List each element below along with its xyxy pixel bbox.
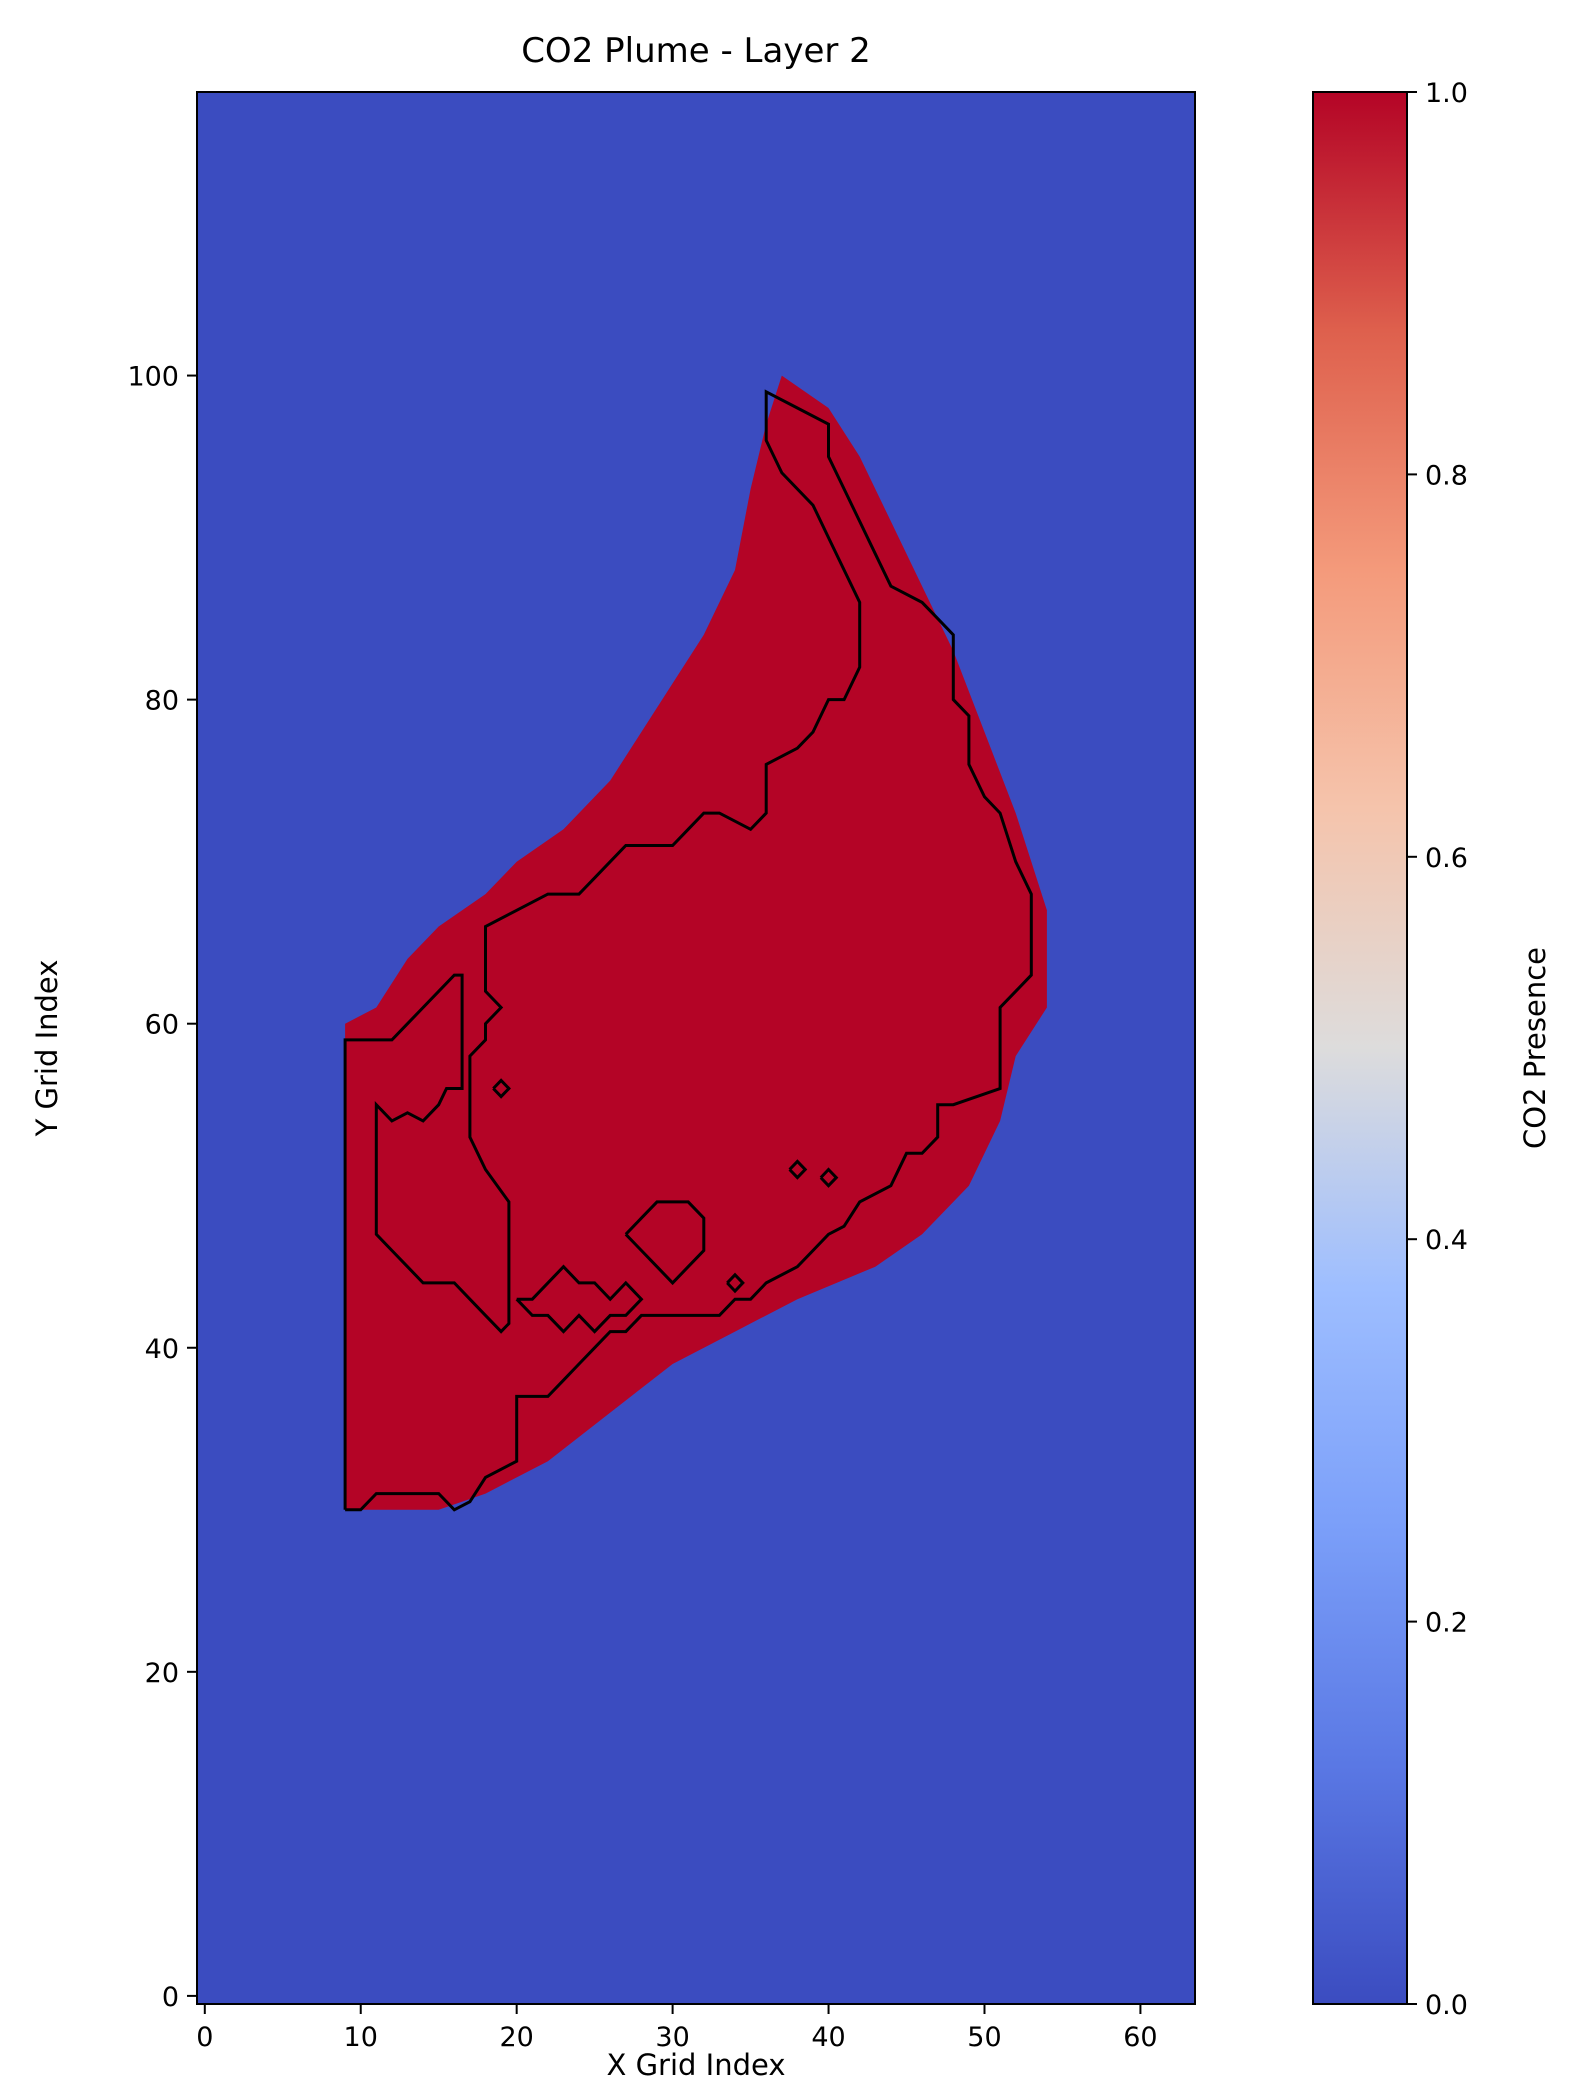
plume-fill — [345, 375, 1047, 1510]
colorbar-tick-label: 0.0 — [1425, 1990, 1468, 2021]
y-tick-label: 100 — [127, 362, 179, 393]
colorbar-tick-label: 0.4 — [1425, 1225, 1468, 1256]
colorbar-tick-label: 0.8 — [1425, 460, 1468, 491]
colorbar-tick-label: 0.6 — [1425, 843, 1468, 874]
contour-line-7 — [819, 1167, 839, 1188]
contour-line-6 — [788, 1159, 808, 1180]
y-axis: 0 20 40 60 80 100 — [127, 362, 197, 2013]
colorbar-ticks: 0.0 0.2 0.4 0.6 0.8 1.0 — [1407, 78, 1468, 2021]
colorbar: 0.0 0.2 0.4 0.6 0.8 1.0 CO2 Presence — [1312, 78, 1552, 2021]
x-tick-label: 10 — [344, 2022, 378, 2053]
x-tick-label: 60 — [1123, 2022, 1157, 2053]
colorbar-tick-label: 0.2 — [1425, 1608, 1468, 1639]
contour-line-4 — [624, 1200, 706, 1286]
y-tick-label: 0 — [162, 1982, 179, 2013]
x-tick-label: 30 — [655, 2022, 689, 2053]
x-tick-label: 0 — [196, 2022, 213, 2053]
x-tick-label: 50 — [967, 2022, 1001, 2053]
contour-lines — [343, 389, 1033, 1512]
chart-title: CO2 Plume - Layer 2 — [521, 31, 871, 71]
x-tick-label: 20 — [499, 2022, 533, 2053]
y-tick-label: 20 — [145, 1658, 179, 1689]
contour-line-3 — [515, 1264, 644, 1334]
x-axis-label: X Grid Index — [607, 2048, 786, 2082]
colorbar-frame — [1312, 91, 1408, 2005]
plot-frame — [196, 91, 1196, 2005]
colorbar-label: CO2 Presence — [1518, 947, 1552, 1149]
colorbar-gradient — [1313, 92, 1407, 2004]
x-tick-label: 40 — [811, 2022, 845, 2053]
contour-line-5 — [726, 1272, 745, 1294]
y-tick-label: 60 — [145, 1010, 179, 1041]
y-tick-label: 40 — [145, 1334, 179, 1365]
contour-line-2 — [492, 1078, 511, 1099]
plot-area — [196, 91, 1196, 2005]
plume-region — [345, 375, 1047, 1510]
colorbar-tick-label: 1.0 — [1425, 78, 1468, 109]
x-axis: 0 10 20 30 40 50 60 — [196, 2004, 1158, 2053]
y-tick-label: 80 — [145, 686, 179, 717]
y-axis-label: Y Grid Index — [30, 960, 64, 1138]
contour-line-1 — [343, 389, 1033, 1512]
